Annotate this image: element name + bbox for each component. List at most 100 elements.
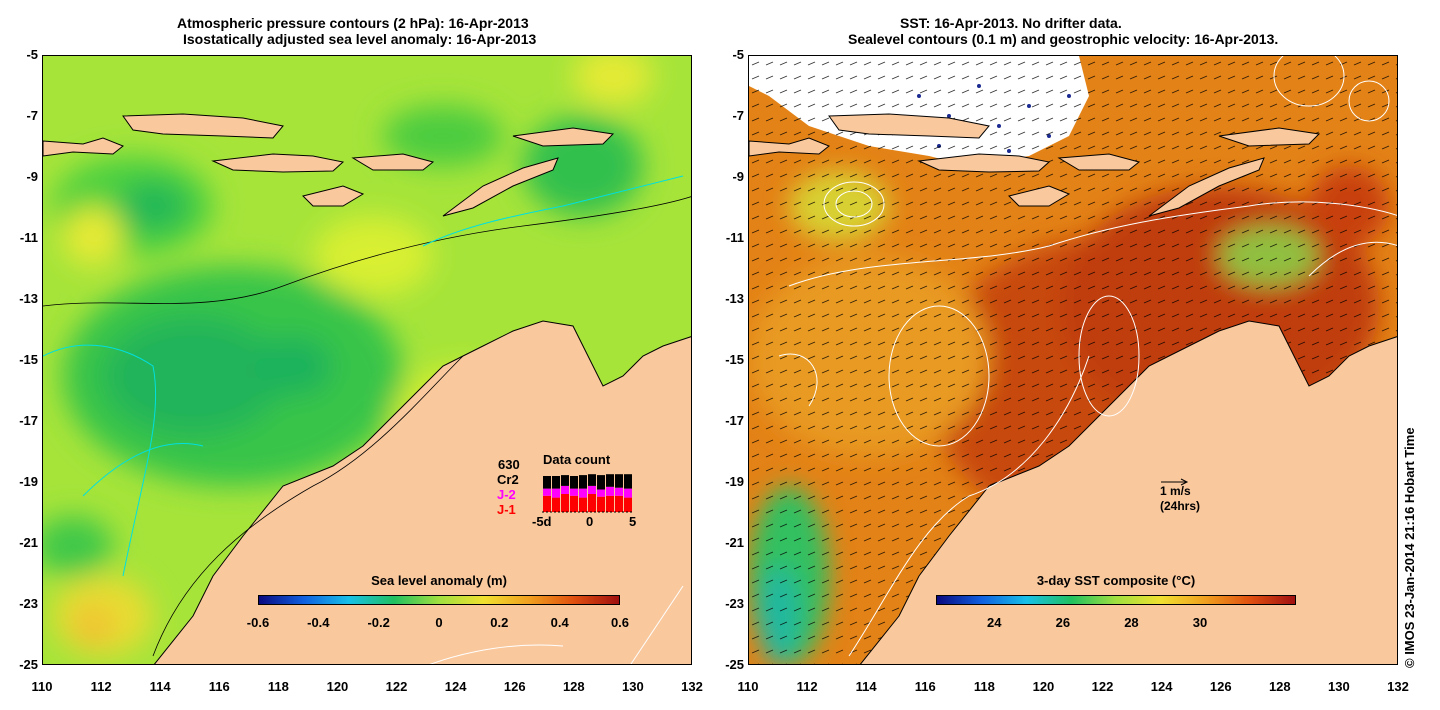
sst-colorbar-tick: 26 <box>1055 615 1071 630</box>
left-lat-tick: -25 <box>19 657 38 672</box>
left-title-line1: Atmospheric pressure contours (2 hPa): 1… <box>177 15 529 31</box>
vector-scale-duration: (24hrs) <box>1160 499 1201 513</box>
histogram-bar <box>606 486 614 496</box>
sst-field <box>749 56 1397 664</box>
left-lon-tick: 114 <box>149 679 171 694</box>
left-lon-tick: 130 <box>622 679 644 694</box>
left-lon-tick: 126 <box>503 679 526 694</box>
right-lon-tick: 118 <box>973 679 995 694</box>
sla-colorbar-tick: -0.4 <box>307 615 330 630</box>
credit-text: © IMOS 23-Jan-2014 21:16 Hobart Time <box>1402 427 1417 668</box>
histogram-bar <box>552 488 560 498</box>
right-lat-tick: -5 <box>732 47 744 62</box>
right-lon-tick: 112 <box>796 679 818 694</box>
left-lat-tick: -17 <box>19 413 38 428</box>
left-lon-tick: 132 <box>681 679 703 694</box>
right-lon-tick: 128 <box>1268 679 1291 694</box>
histogram-bar <box>579 488 587 498</box>
sla-colorbar <box>258 595 620 605</box>
sst-colorbar <box>936 595 1296 605</box>
sla-colorbar-tick: 0.2 <box>490 615 509 630</box>
right-lat-tick: -15 <box>725 352 744 367</box>
histogram-bar <box>588 485 596 494</box>
left-lon-tick: 118 <box>267 679 289 694</box>
data-count-histogram <box>542 474 632 513</box>
right-lon-tick: 116 <box>914 679 936 694</box>
sst-colorbar-tick: 30 <box>1192 615 1208 630</box>
left-lon-tick: 116 <box>208 679 230 694</box>
right-lat-tick: -13 <box>725 291 744 306</box>
mission-cr2: Cr2 <box>497 472 519 487</box>
right-lon-tick: 126 <box>1209 679 1232 694</box>
left-lat-tick: -5 <box>26 47 38 62</box>
right-lat-tick: -23 <box>725 596 744 611</box>
data-count-xtick-neg: -5d <box>532 514 552 529</box>
right-lat-tick: -7 <box>732 108 744 123</box>
histogram-bar <box>597 496 605 512</box>
left-lon-tick: 110 <box>31 679 53 694</box>
histogram-bar <box>606 495 614 512</box>
histogram-bar <box>561 485 569 494</box>
left-lon-tick: 122 <box>385 679 408 694</box>
left-lon-tick: 128 <box>562 679 585 694</box>
histogram-bar <box>561 494 569 512</box>
left-lat-tick: -23 <box>19 596 38 611</box>
histogram-bar <box>624 488 632 498</box>
histogram-bar <box>624 497 632 512</box>
sst-colorbar-tick: 28 <box>1124 615 1139 630</box>
left-lat-tick: -7 <box>26 108 38 123</box>
histogram-bar <box>597 489 605 497</box>
sla-colorbar-label: Sea level anomaly (m) <box>371 573 507 588</box>
left-lat-tick: -19 <box>19 474 38 489</box>
vector-scale-arrow <box>1161 478 1189 486</box>
right-lon-tick: 114 <box>855 679 877 694</box>
left-lon-tick: 112 <box>90 679 112 694</box>
histogram-bar <box>543 476 551 489</box>
right-lon-tick: 110 <box>737 679 759 694</box>
sea-level-anomaly-field <box>43 56 691 664</box>
histogram-bar <box>588 494 596 512</box>
left-title-line2: Isostatically adjusted sea level anomaly… <box>183 31 537 47</box>
left-lon-tick: 120 <box>326 679 349 694</box>
histogram-bar <box>606 474 614 487</box>
right-lat-tick: -17 <box>725 413 744 428</box>
data-count-title: Data count <box>543 452 611 467</box>
sla-colorbar-tick: -0.6 <box>246 615 270 630</box>
histogram-bar <box>579 497 587 512</box>
sst-colorbar-label: 3-day SST composite (°C) <box>1036 573 1196 588</box>
right-lon-tick: 124 <box>1150 679 1173 694</box>
right-lat-tick: -21 <box>725 535 744 550</box>
right-title-line1: SST: 16-Apr-2013. No drifter data. <box>900 15 1122 31</box>
histogram-bar <box>597 475 605 490</box>
histogram-bar <box>543 495 551 512</box>
left-lat-tick: -13 <box>19 291 38 306</box>
sst-colorbar-tick: 24 <box>987 615 1002 630</box>
histogram-bar <box>579 475 587 489</box>
sea-level-anomaly-map <box>42 55 692 665</box>
left-lon-tick: 124 <box>444 679 467 694</box>
left-lat-tick: -9 <box>26 169 38 184</box>
mission-j2: J-2 <box>497 487 516 502</box>
histogram-bar <box>615 474 623 488</box>
left-lat-tick: -21 <box>19 535 38 550</box>
histogram-bar <box>570 476 578 489</box>
right-lat-tick: -19 <box>725 474 744 489</box>
right-lat-tick: -9 <box>732 169 744 184</box>
sla-colorbar-tick: 0.6 <box>610 615 630 630</box>
right-lon-tick: 130 <box>1328 679 1350 694</box>
histogram-bar <box>615 487 623 496</box>
data-count-total: 630 <box>498 457 520 472</box>
right-lat-tick: -25 <box>725 657 744 672</box>
mission-j1: J-1 <box>497 502 516 517</box>
histogram-bar <box>615 495 623 512</box>
histogram-bar <box>561 475 569 486</box>
right-lon-tick: 132 <box>1387 679 1409 694</box>
histogram-bar <box>624 474 632 489</box>
histogram-bar <box>552 497 560 512</box>
histogram-bar <box>570 495 578 512</box>
histogram-bar <box>552 476 560 489</box>
histogram-bar <box>543 488 551 496</box>
left-lat-tick: -15 <box>19 352 38 367</box>
right-lon-tick: 122 <box>1091 679 1114 694</box>
right-lat-tick: -11 <box>725 230 744 245</box>
